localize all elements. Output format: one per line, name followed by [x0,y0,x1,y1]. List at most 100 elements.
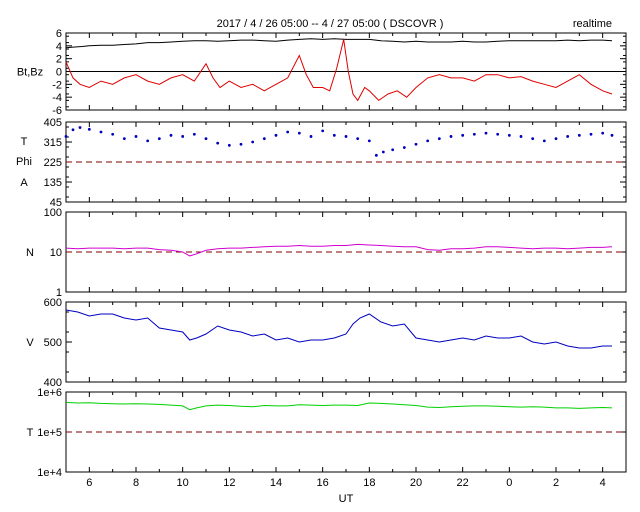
data-point-temp_series [381,150,385,154]
data-point-temp_series [414,142,418,146]
x-tick-label: 6 [86,477,92,489]
y-tick-label: 1e+4 [37,467,62,479]
data-point-temp_series [367,139,371,143]
x-tick-label: 18 [363,477,375,489]
data-point-temp_series [344,135,348,138]
data-point-temp_series [601,131,605,135]
data-point-temp_series [356,137,360,141]
data-point-temp_series [577,133,581,137]
data-point-temp_series [239,142,243,146]
y-axis-label: T [27,427,34,439]
data-point-temp_series [589,132,593,136]
data-point-temp_series [134,135,138,138]
data-point-temp_series [321,129,325,133]
data-point-temp_series [262,137,266,141]
panel-frame-speed [65,301,627,383]
data-point-temp_series [274,133,278,137]
y-tick-label: 400 [44,377,62,389]
data-point-temp_series [71,128,75,132]
y-tick-label: 600 [44,297,62,309]
y-tick-label: 6 [56,28,62,40]
x-tick-label: 12 [223,477,235,489]
series-line-density [65,243,613,257]
data-point-temp_series [472,132,476,136]
y-tick-label: -6 [52,105,62,117]
data-point-temp_series [64,135,68,138]
data-point-temp_series [169,133,173,137]
data-point-temp_series [227,143,231,147]
data-point-temp_series [87,127,91,131]
x-tick-label: 16 [317,477,329,489]
y-axis-label: T [21,136,28,148]
x-tick-label: 0 [506,477,512,489]
x-tick-label: 22 [457,477,469,489]
series-line-speed [65,309,612,349]
data-point-temp_series [122,137,126,141]
y-tick-label: 1e+5 [37,427,62,439]
y-axis-label: A [20,177,28,189]
data-point-temp_series [99,130,103,134]
data-point-temp_series [461,133,465,137]
y-tick-label: 135 [44,177,62,189]
x-tick-label: 4 [600,477,606,489]
data-point-temp_series [566,135,570,138]
x-tick-label: 20 [410,477,422,489]
data-point-temp_series [181,135,185,138]
data-point-temp_series [507,133,511,137]
y-tick-label: 100 [44,207,62,219]
series-line-temperature [65,401,613,411]
y-axis-label: Bt,Bz [17,67,43,79]
y-tick-label: -2 [52,79,62,91]
data-point-temp_series [204,137,208,141]
data-point-temp_series [297,131,301,135]
x-tick-label: 2 [553,477,559,489]
data-point-temp_series [309,135,313,138]
y-axis-label: Phi [16,156,32,168]
y-tick-label: 315 [44,137,62,149]
data-point-temp_series [610,133,614,137]
data-point-temp_series [426,139,430,143]
y-tick-label: 1 [56,287,62,299]
data-point-temp_series [78,126,82,129]
y-tick-label: 45 [50,197,62,209]
x-tick-label: 10 [177,477,189,489]
data-point-temp_series [192,132,196,136]
data-point-temp_series [402,146,406,149]
data-point-temp_series [286,130,290,134]
data-point-temp_series [332,133,336,137]
data-point-temp_series [484,131,488,135]
data-point-temp_series [519,135,523,138]
y-tick-label: 1e+6 [37,387,62,399]
data-point-temp_series [374,153,378,157]
y-tick-label: 500 [44,337,62,349]
x-tick-label: 14 [270,477,282,489]
data-point-temp_series [146,139,150,143]
data-point-temp_series [251,140,255,144]
y-tick-label: 2 [56,54,62,66]
y-tick-label: -4 [52,92,62,104]
data-point-temp_series [111,132,115,136]
data-point-temp_series [449,135,453,138]
series-line-bz [65,39,613,102]
data-point-temp_series [157,137,161,141]
y-tick-label: 4 [56,41,62,53]
data-point-temp_series [437,137,441,141]
data-point-temp_series [391,148,395,152]
data-point-temp_series [531,137,535,141]
data-point-temp_series [554,137,558,141]
data-point-temp_series [216,141,220,145]
data-point-temp_series [496,132,500,136]
chart-title: 2017 / 4 / 26 05:00 -- 4 / 27 05:00 ( DS… [217,18,444,30]
y-tick-label: 225 [44,157,62,169]
y-axis-label: N [26,247,34,259]
y-tick-label: 0 [56,67,62,79]
y-axis-label: V [26,337,34,349]
x-tick-label: 8 [133,477,139,489]
y-tick-label: 10 [50,247,62,259]
realtime-label: realtime [573,18,612,30]
y-tick-label: 405 [44,117,62,129]
x-axis-label: UT [339,493,354,505]
data-point-temp_series [542,139,546,143]
